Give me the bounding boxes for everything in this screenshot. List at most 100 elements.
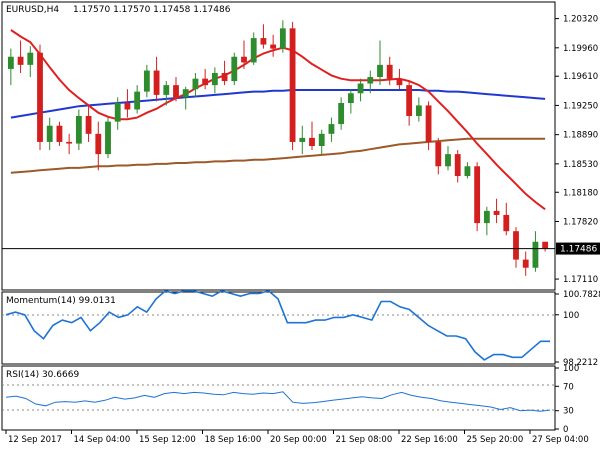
candle — [192, 72, 199, 98]
momentum-tick: 100 — [555, 311, 579, 321]
time-tick: 15 Sep 12:00 — [136, 430, 196, 445]
time-tick: 21 Sep 08:00 — [333, 430, 392, 445]
candle — [522, 251, 529, 276]
candle-body — [153, 70, 160, 95]
price-tick: 1.18180 — [555, 188, 598, 198]
candle — [464, 162, 471, 179]
candle-body — [17, 56, 24, 65]
candle-body — [386, 64, 393, 79]
rsi-line — [5, 391, 551, 412]
candle — [483, 206, 490, 236]
time-tick-label: 20 Sep 00:00 — [270, 435, 327, 445]
candle — [143, 64, 150, 98]
candle-body — [7, 56, 14, 69]
time-tick-label: 15 Sep 12:00 — [139, 435, 196, 445]
price-tick: 1.17110 — [555, 275, 598, 285]
candle — [270, 34, 277, 57]
rsi-axis: 100 70 30 0 — [555, 364, 579, 435]
candle — [250, 32, 257, 65]
candle-body — [445, 154, 451, 167]
candle-body — [289, 28, 296, 142]
rsi-tick-label: 100 — [563, 364, 579, 374]
time-tick-label: 12 Sep 2017 — [8, 435, 62, 445]
ma-fast-line — [10, 29, 546, 211]
price-tick: 1.19250 — [555, 101, 598, 111]
candle — [338, 97, 345, 130]
candle-body — [396, 78, 403, 86]
candle-body — [532, 241, 539, 268]
rsi-tick: 30 — [555, 407, 574, 417]
candle-body — [454, 154, 461, 177]
time-tick: 27 Sep 04:00 — [529, 430, 589, 445]
candle — [27, 46, 34, 78]
candle — [7, 48, 14, 86]
candle — [289, 21, 296, 151]
candle-body — [299, 137, 306, 142]
candle-body — [309, 137, 315, 146]
candle — [503, 202, 510, 236]
candle — [454, 150, 461, 183]
candle-body — [95, 133, 102, 155]
header-ohlc: 1.17570 1.17570 1.17458 1.17486 — [73, 5, 231, 15]
candle — [493, 198, 500, 224]
last-price-tag: 1.17486 — [556, 242, 600, 255]
candle-body — [279, 28, 286, 49]
time-tick: 12 Sep 2017 — [5, 430, 62, 445]
time-tick-label: 22 Sep 16:00 — [401, 435, 458, 445]
candle — [182, 86, 189, 110]
candle-body — [425, 105, 432, 142]
candle-body — [357, 83, 364, 94]
candle-body — [522, 259, 529, 268]
price-tick-label: 1.17110 — [563, 275, 598, 285]
price-tick: 1.19610 — [555, 72, 598, 82]
rsi-tick-label: 70 — [563, 382, 574, 392]
time-tick-label: 25 Sep 20:00 — [467, 435, 524, 445]
candle-body — [143, 70, 150, 92]
candle-body — [105, 121, 111, 155]
candle — [260, 24, 267, 49]
candle — [202, 68, 209, 90]
price-tick-label: 1.18530 — [563, 160, 598, 170]
price-tick-label: 1.18890 — [563, 131, 598, 141]
candle-body — [347, 93, 354, 103]
candle — [445, 146, 451, 171]
momentum-tick-label: 98.2212 — [563, 358, 598, 368]
candle — [163, 81, 170, 106]
candle — [309, 121, 315, 151]
momentum-axis: 100.7828 100 98.2212 — [555, 290, 600, 368]
time-tick-label: 27 Sep 04:00 — [532, 435, 589, 445]
momentum-line — [5, 290, 550, 361]
candles — [7, 20, 549, 276]
rsi-tick: 100 — [555, 364, 579, 374]
momentum-tick: 100.7828 — [555, 290, 600, 300]
candle — [279, 20, 286, 53]
candle — [347, 89, 354, 114]
candle — [56, 121, 63, 146]
candle-body — [270, 44, 277, 49]
momentum-tick: 98.2212 — [555, 358, 598, 368]
time-tick-label: 18 Sep 16:00 — [205, 435, 262, 445]
candle — [299, 125, 306, 155]
header-symbol: EURUSD,H4 — [6, 5, 59, 15]
candle-body — [37, 52, 43, 142]
candle — [173, 77, 179, 102]
candle-body — [75, 115, 82, 144]
candle — [17, 40, 24, 73]
candle-body — [474, 166, 481, 224]
candle-body — [231, 56, 238, 82]
candle — [396, 68, 403, 90]
main-panel: EURUSD,H4 1.17570 1.17570 1.17458 1.1748… — [1, 1, 556, 291]
candle-body — [483, 210, 490, 224]
candle — [134, 85, 141, 114]
rsi-tick-label: 0 — [563, 425, 568, 435]
time-tick: 18 Sep 16:00 — [202, 430, 262, 445]
candle-body — [493, 210, 500, 215]
candle-body — [241, 56, 247, 63]
candle — [95, 121, 102, 171]
candle — [75, 109, 82, 151]
candle — [328, 117, 335, 142]
candle — [318, 129, 325, 155]
candle-body — [182, 89, 189, 98]
